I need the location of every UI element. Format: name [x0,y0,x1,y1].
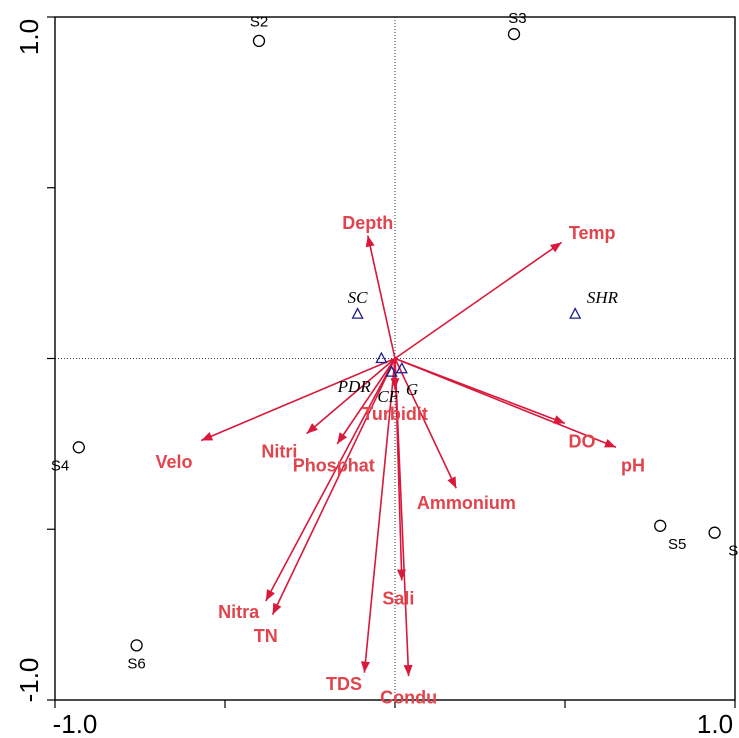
site-label-s1: S1 [728,543,739,560]
vector-line-velo [200,357,396,442]
species-label-shr: SHR [587,288,619,307]
vector-line-tds [363,358,396,673]
vector-arrowhead-depth [365,235,375,248]
site-label-s4: S4 [51,457,69,474]
vector-line-ph [394,357,617,449]
site-label-s2: S2 [250,13,268,30]
species-label-g: G [406,380,418,399]
vector-arrowhead-nitri [306,423,318,434]
vector-arrowhead-condu [403,664,413,677]
site-label-s5: S5 [668,536,686,553]
vector-arrowhead-nitra [265,589,275,601]
vector-label-phosphat: Phosphat [293,455,375,475]
vector-line-temp [394,241,563,360]
vector-label-velo: Velo [155,452,192,472]
vector-arrowhead-velo [201,432,214,441]
site-label-s6: S6 [127,655,145,672]
vector-arrowhead-ammonium [447,476,457,489]
vector-line-ammonium [394,358,457,489]
vector-line-depth [367,235,396,359]
y-tick-label-max: 1.0 [14,19,44,55]
vector-label-tds: TDS [326,674,362,694]
species-marker-sc [351,307,364,319]
vector-label-nitra: Nitra [218,602,260,622]
vector-label-depth: Depth [342,213,393,233]
site-marker-s2 [252,34,266,48]
site-marker-s3 [507,27,521,41]
vector-label-sali: Sali [382,589,414,609]
vector-line-phosphat [336,358,396,445]
vector-label-temp: Temp [569,223,616,243]
vector-arrowhead-phosphat [337,432,348,444]
species-points [351,307,582,377]
species-marker-cf [385,365,398,377]
site-label-s3: S3 [508,10,526,27]
vector-arrowhead-tds [360,661,370,673]
species-label-pdr: PDR [337,377,372,396]
species-label-sc: SC [348,288,369,307]
site-marker-s6 [130,639,143,652]
plot-axes: -1.0 1.0 -1.0 1.0 [14,16,736,738]
vector-label-do: DO [569,431,596,451]
vector-arrowhead-ph [604,439,616,448]
environment-vectors [200,235,617,677]
species-label-cf: CF [377,387,399,406]
vector-label-nitri: Nitri [261,442,297,462]
vector-label-ammonium: Ammonium [417,493,516,513]
species-marker-shr [569,307,582,319]
vector-line-nitra [265,358,396,602]
vector-line-condu [394,358,410,677]
species-marker-pdr [375,351,388,364]
vector-line-nitri [306,357,396,435]
x-tick-label-min: -1.0 [53,709,98,738]
site-marker-s1 [708,526,721,539]
vector-arrowhead-temp [550,242,562,253]
vector-label-ph: pH [621,455,645,475]
vector-label-condu: Condu [380,688,437,708]
vector-line-tn [271,358,396,615]
y-tick-label-min: -1.0 [14,658,44,703]
site-points [72,27,721,652]
vector-label-tn: TN [254,626,278,646]
x-tick-label-max: 1.0 [697,709,733,738]
vector-arrowhead-do [553,415,565,424]
species-marker-g [395,361,408,374]
vector-label-turbidit: Turbidit [362,404,428,424]
vector-arrowhead-tn [272,602,282,615]
site-marker-s4 [72,441,85,454]
site-marker-s5 [654,519,667,532]
